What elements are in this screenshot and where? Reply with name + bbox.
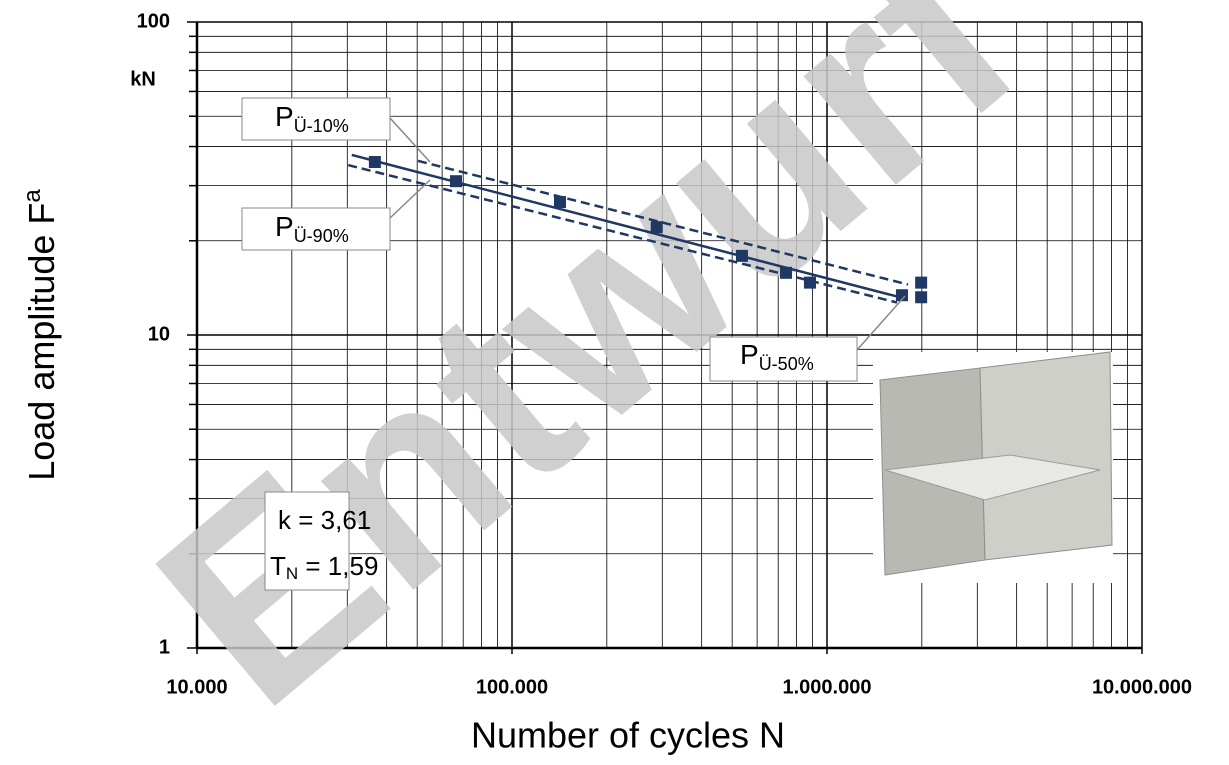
parameter: k = 3,61: [278, 505, 371, 535]
annotation-subscript: Ü-10%: [294, 116, 349, 136]
y-axis-title: Load amplitude Fa: [19, 189, 61, 481]
x-tick-label: 1.000.000: [783, 676, 872, 698]
parameter-text: = 1,59: [298, 551, 378, 581]
leader-line: [390, 118, 430, 162]
annotation-label: P: [275, 211, 294, 242]
annotation-label: P: [275, 101, 294, 132]
parameter-label: k: [278, 505, 292, 535]
y-tick-label: 1: [159, 636, 170, 658]
y-unit: kN: [130, 68, 156, 90]
chart: Entwurf PÜ-10% PÜ-90% PÜ-50% k = 3,61 TN…: [0, 0, 1229, 760]
annotation-label: P: [740, 339, 759, 370]
annotation-subscript: Ü-50%: [759, 354, 814, 374]
parameter-subscript: N: [286, 564, 298, 583]
x-tick-label: 10.000: [166, 676, 227, 698]
data-point: [651, 221, 663, 233]
parameter-text: = 3,61: [291, 505, 371, 535]
x-tick-label: 100.000: [476, 676, 548, 698]
annotation-subscript: Ü-90%: [294, 226, 349, 246]
parameter-label: T: [270, 551, 286, 581]
y-axis-title-text: Load amplitude F: [21, 203, 62, 481]
leader-line: [857, 296, 905, 350]
y-tick-label: 100: [137, 10, 170, 32]
x-axis-title: Number of cycles N: [471, 715, 785, 756]
data-point: [915, 277, 927, 289]
y-axis-title-subscript: a: [19, 189, 46, 203]
data-point: [915, 291, 927, 303]
y-tick-label: 10: [148, 323, 170, 345]
x-tick-label: 10.000.000: [1092, 676, 1192, 698]
product-photo: [873, 352, 1113, 583]
